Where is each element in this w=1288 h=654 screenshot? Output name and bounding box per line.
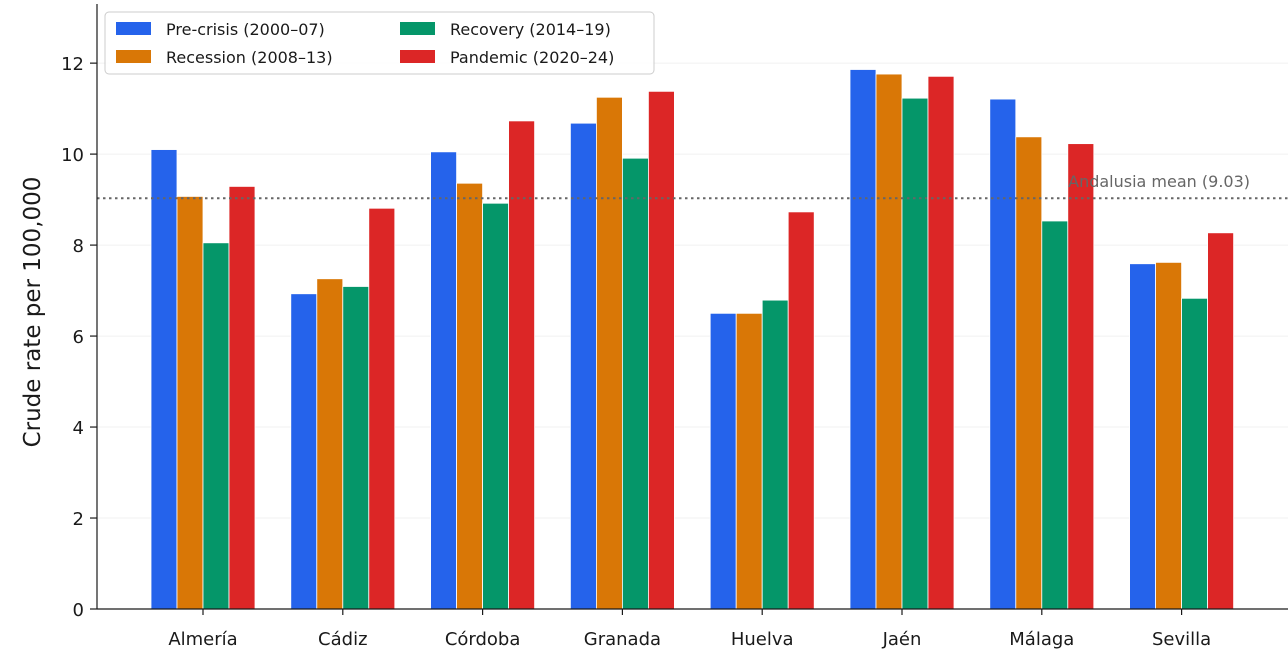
reference-line-label: Andalusia mean (9.03) <box>1068 172 1250 191</box>
bar <box>761 299 789 610</box>
x-tick-label: Almería <box>168 629 237 650</box>
x-tick-label: Jaén <box>882 629 922 650</box>
legend-frame <box>104 11 655 75</box>
bar <box>202 242 230 610</box>
bar <box>482 202 510 610</box>
bar <box>430 151 458 610</box>
x-tick-label: Huelva <box>731 629 794 650</box>
x-tick-label: Málaga <box>1009 629 1074 650</box>
legend-label: Recession (2008–13) <box>166 48 333 67</box>
bar <box>1067 143 1095 610</box>
bar <box>316 278 344 610</box>
bar <box>735 312 763 610</box>
y-axis-title: Crude rate per 100,000 <box>20 177 46 448</box>
bar <box>927 75 955 610</box>
bar <box>176 196 204 610</box>
x-tick-label: Cádiz <box>318 629 367 650</box>
legend-swatch <box>116 50 151 63</box>
reference-line-group: Andalusia mean (9.03) <box>97 172 1288 200</box>
y-tick-label: 12 <box>61 54 84 75</box>
bar <box>570 122 597 610</box>
legend: Pre-crisis (2000–07) Recession (2008–13) R… <box>104 11 655 75</box>
bar <box>1041 220 1069 610</box>
bar <box>989 98 1017 610</box>
bar <box>901 97 929 610</box>
gridlines <box>97 62 1288 519</box>
bar <box>648 90 675 610</box>
y-tick-label: 4 <box>73 418 84 439</box>
bar <box>1129 263 1156 610</box>
bar <box>622 157 649 610</box>
bars-group <box>150 69 1234 610</box>
bar <box>1181 297 1208 610</box>
y-tick-label: 8 <box>73 236 84 257</box>
legend-swatch <box>116 22 151 35</box>
y-tick-label: 10 <box>61 145 84 166</box>
x-tick-label: Sevilla <box>1152 629 1211 650</box>
legend-label: Recovery (2014–19) <box>450 20 611 39</box>
x-tick-label: Córdoba <box>445 629 521 650</box>
legend-label: Pandemic (2020–24) <box>450 48 614 67</box>
bar <box>508 120 536 610</box>
bar <box>1015 136 1043 610</box>
y-tick-label: 0 <box>73 600 84 621</box>
bar <box>875 73 903 610</box>
axes: 0 2 4 6 8 10 12 Almería Cádiz Córdoba Granada Huelv… <box>61 4 1288 650</box>
bar <box>596 96 623 610</box>
bar <box>290 293 318 610</box>
bar <box>228 186 256 610</box>
bar <box>787 211 815 610</box>
y-tick-label: 2 <box>73 509 84 530</box>
bar <box>456 182 484 610</box>
x-tick-label: Granada <box>584 629 661 650</box>
bar <box>709 312 737 610</box>
bar <box>849 69 877 610</box>
y-tick-label: 6 <box>73 327 84 348</box>
bar <box>1207 232 1234 610</box>
bar <box>1155 261 1182 610</box>
legend-swatch <box>400 50 435 63</box>
bar <box>150 149 178 610</box>
legend-label: Pre-crisis (2000–07) <box>166 20 325 39</box>
legend-swatch <box>400 22 435 35</box>
bar <box>342 286 370 610</box>
bar <box>368 207 396 610</box>
